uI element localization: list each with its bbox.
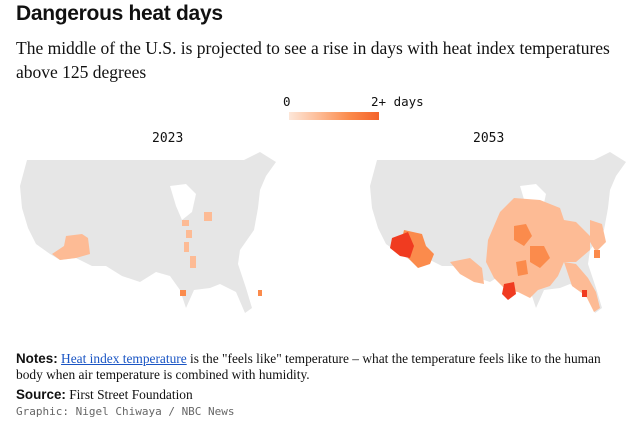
chart-subtitle: The middle of the U.S. is projected to s… [16, 38, 610, 82]
gulf-dark-heat-patch [502, 282, 516, 300]
heat-patch [204, 212, 212, 221]
us-land-shape [20, 152, 276, 313]
legend-gradient-bar [289, 112, 379, 120]
source-text: First Street Foundation [65, 387, 193, 402]
east-coast-heat-area [590, 220, 606, 252]
map-2023-label: 2023 [152, 131, 184, 146]
heat-patch [190, 256, 196, 268]
gulf-mid-heat-patch [516, 260, 528, 276]
notes: Notes: Heat index temperature is the "fe… [16, 351, 628, 383]
arizona-heat-area [52, 234, 90, 260]
color-legend: 0 2+ days [283, 94, 433, 124]
map-2053 [370, 152, 626, 313]
heat-patch [594, 250, 600, 258]
notes-label: Notes: [16, 351, 58, 366]
graphic-credit: Graphic: Nigel Chiwaya / NBC News [16, 405, 235, 418]
southwest-dark-heat-area [390, 232, 414, 258]
heat-patch [182, 220, 189, 226]
heat-patch [186, 230, 192, 238]
heat-patch [582, 290, 587, 297]
notes-text: is the "feels like" temperature – what t… [16, 351, 601, 382]
chart-title: Dangerous heat days [16, 2, 223, 25]
texas-heat-area [450, 258, 484, 284]
central-mid-heat-patch [530, 246, 550, 268]
heat-patch [258, 290, 262, 296]
legend-max-label: 2+ days [371, 94, 424, 109]
heat-areas-2023 [52, 212, 262, 296]
heat-areas-2053 [390, 198, 606, 312]
heat-index-link[interactable]: Heat index temperature [61, 351, 187, 366]
source: Source: First Street Foundation [16, 387, 193, 403]
southeast-heat-area [564, 262, 600, 312]
heat-patch [184, 242, 189, 252]
source-label: Source: [16, 387, 66, 402]
map-2053-label: 2053 [473, 131, 505, 146]
central-mid-heat-patch [514, 224, 532, 246]
heat-patch [180, 290, 186, 296]
map-2023 [20, 152, 276, 313]
great-lakes [170, 184, 196, 220]
legend-min-label: 0 [283, 94, 291, 109]
